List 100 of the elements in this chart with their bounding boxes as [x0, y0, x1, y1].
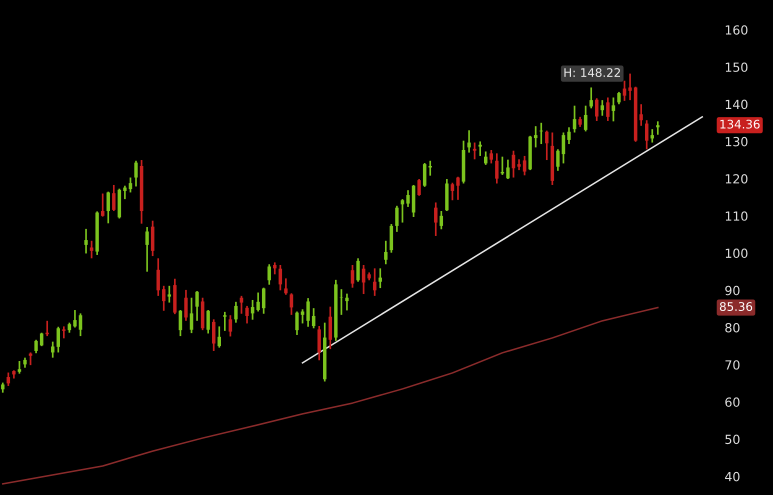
candlestick: [540, 122, 543, 145]
candlestick: [68, 322, 72, 334]
candlestick: [522, 155, 526, 176]
candlestick: [56, 326, 60, 354]
candlestick: [606, 96, 610, 122]
candlestick: [506, 158, 510, 180]
y-tick-label: 90: [725, 286, 740, 296]
y-tick-label: 140: [726, 100, 748, 110]
candlestick: [273, 262, 277, 276]
candlestick: [300, 308, 304, 324]
candlestick: [84, 228, 88, 254]
candlestick: [90, 240, 94, 260]
candlestick: [184, 289, 188, 322]
y-tick-label: 50: [725, 434, 740, 444]
annotation: H: 148.22: [564, 68, 620, 78]
y-tick-label: 120: [726, 174, 748, 184]
candlestick: [545, 130, 549, 161]
candlestick: [51, 340, 54, 358]
candlestick: [145, 226, 149, 273]
candlestick: [100, 192, 104, 218]
y-tick-label: 160: [726, 25, 748, 35]
y-tick-label: 40: [725, 472, 740, 482]
line-series: [2, 306, 659, 485]
candlestick: [378, 268, 382, 289]
y-tick-label: 60: [725, 397, 740, 407]
candlestick: [234, 301, 238, 324]
y-tick-label: 150: [726, 62, 748, 72]
candlestick: [228, 314, 232, 338]
candlestick: [395, 204, 399, 233]
text: 134.36: [720, 120, 760, 129]
y-tick-label: 70: [725, 360, 740, 370]
candlestick: [284, 278, 288, 296]
candlestick: [212, 318, 216, 352]
candlestick: [372, 268, 376, 297]
candlestick: [517, 158, 521, 171]
candlestick: [428, 160, 432, 177]
candlestick: [495, 152, 499, 184]
y-tick-label: 80: [725, 322, 740, 332]
candlestick: [312, 307, 316, 330]
candlestick: [28, 352, 32, 366]
candlestick: [384, 240, 388, 266]
candlestick: [78, 312, 82, 337]
candlestick: [6, 372, 10, 387]
candlestick: [62, 326, 66, 340]
candlestick: [223, 311, 227, 332]
candlestick: [168, 285, 172, 304]
candlestick: [362, 264, 366, 295]
candlestick: [218, 326, 221, 348]
candlestick: [644, 119, 648, 150]
candlestick: [656, 120, 660, 136]
candlestick: [45, 320, 49, 337]
candlestick: [612, 96, 616, 122]
candlestick: [440, 210, 444, 230]
candlestick: [417, 178, 421, 197]
candlestick: [484, 150, 488, 166]
candlestick: [268, 263, 271, 286]
candlestick: [500, 156, 504, 176]
candlestick: [617, 91, 621, 106]
candlestick: [306, 297, 310, 328]
y-tick-label: 110: [726, 211, 748, 221]
candlestick: [578, 116, 582, 128]
candlestick: [572, 104, 576, 134]
candlestick: [584, 104, 588, 132]
candlestick: [562, 132, 566, 164]
candlestick: [328, 306, 332, 350]
candlestick: [18, 360, 22, 375]
candlestick: [534, 125, 538, 148]
candlestick: [450, 182, 454, 202]
candlestick: [34, 338, 38, 354]
text: 85.36: [720, 302, 752, 311]
candlestick: [317, 325, 321, 362]
candlestick: [345, 292, 349, 312]
candlestick: [639, 103, 643, 127]
candlestick: [178, 309, 182, 337]
candlestick: [206, 309, 210, 334]
candlestick: [628, 72, 632, 101]
candlestick: [195, 290, 199, 322]
candlestick: [123, 184, 127, 200]
candlestick: [156, 257, 160, 297]
candlestick: [128, 176, 132, 194]
candlestick: [290, 292, 294, 316]
candlestick: [250, 299, 254, 321]
candlestick: [434, 202, 438, 237]
y-tick-label: 100: [726, 248, 748, 258]
candlestick: [650, 128, 654, 144]
candlestick: [112, 184, 116, 212]
candlestick: [422, 162, 426, 188]
candlestick: [467, 129, 471, 154]
candlestick: [256, 292, 260, 312]
candlestick: [162, 285, 166, 312]
candlestick: [490, 149, 493, 164]
candlestick: [1, 382, 4, 394]
candlestick: [73, 309, 77, 328]
candlestick: [589, 86, 593, 110]
candlestick: [595, 97, 598, 122]
y-tick-label: 130: [726, 136, 748, 146]
candlestick: [600, 99, 604, 117]
candlestick: [262, 286, 266, 315]
candlestick: [40, 332, 44, 347]
candlestick: [356, 257, 360, 283]
